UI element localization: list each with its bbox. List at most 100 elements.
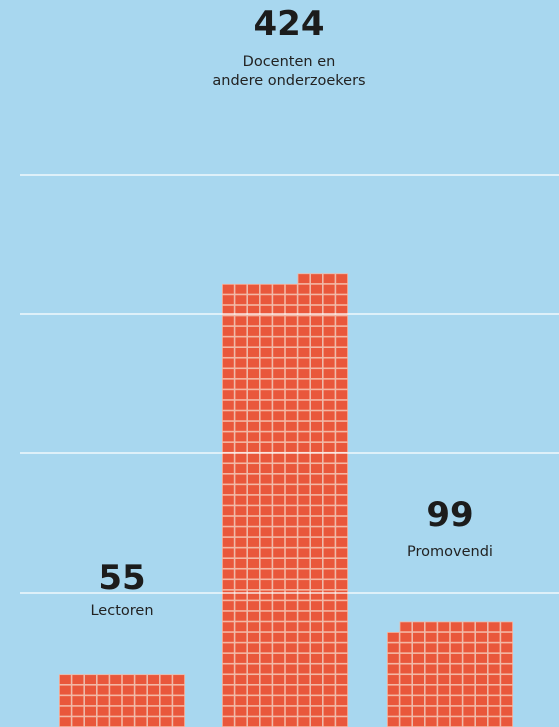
- waffle-cell: [298, 717, 310, 727]
- waffle-cell: [248, 358, 259, 368]
- waffle-cell: [285, 432, 297, 442]
- waffle-cell: [273, 474, 285, 484]
- waffle-cell: [387, 706, 399, 716]
- waffle-cell: [488, 717, 500, 727]
- waffle-cell: [59, 706, 71, 716]
- waffle-cell: [336, 527, 348, 537]
- waffle-cell: [235, 495, 247, 505]
- waffle-cell: [222, 316, 234, 326]
- waffle-cell: [501, 685, 513, 695]
- waffle-cell: [501, 622, 513, 632]
- waffle-cell: [235, 284, 247, 294]
- waffle-cell: [501, 643, 513, 653]
- waffle-cell: [285, 295, 297, 305]
- waffle-cell: [323, 305, 335, 315]
- waffle-cell: [298, 464, 310, 473]
- waffle-cell: [222, 516, 234, 526]
- waffle-cell: [311, 495, 322, 505]
- waffle-cell: [248, 379, 259, 389]
- waffle-cell: [235, 390, 247, 400]
- waffle-cell: [273, 527, 285, 537]
- waffle-cell: [425, 664, 437, 674]
- waffle-cell: [501, 706, 513, 716]
- waffle-cell: [260, 485, 272, 495]
- waffle-cell: [323, 485, 335, 495]
- waffle-cell: [463, 717, 475, 727]
- waffle-cell: [248, 326, 259, 336]
- waffle-cell: [413, 622, 424, 632]
- waffle-cell: [72, 706, 84, 716]
- waffle-cell: [285, 453, 297, 463]
- waffle-cell: [285, 284, 297, 294]
- waffle-cell: [273, 569, 285, 579]
- waffle-cell: [323, 495, 335, 505]
- waffle-cell: [323, 537, 335, 547]
- waffle-cell: [222, 622, 234, 632]
- waffle-cell: [285, 548, 297, 558]
- waffle-cell: [323, 622, 335, 632]
- waffle-cell: [260, 369, 272, 379]
- waffle-cell: [298, 527, 310, 537]
- waffle-cell: [260, 474, 272, 484]
- waffle-cell: [173, 717, 185, 727]
- waffle-cell: [248, 453, 259, 463]
- waffle-cell: [85, 685, 96, 695]
- waffle-cell: [298, 706, 310, 716]
- waffle-cell: [323, 284, 335, 294]
- waffle-cell: [160, 706, 172, 716]
- waffle-cell: [222, 611, 234, 621]
- waffle-cell: [260, 516, 272, 526]
- waffle-cell: [400, 696, 412, 706]
- waffle-cell: [450, 685, 462, 695]
- waffle-cell: [235, 548, 247, 558]
- waffle-cell: [311, 685, 322, 695]
- waffle-cell: [425, 706, 437, 716]
- waffle-cell: [413, 717, 424, 727]
- waffle-cell: [260, 548, 272, 558]
- waffle-cell: [248, 495, 259, 505]
- waffle-cell: [222, 643, 234, 653]
- waffle-cell: [273, 305, 285, 315]
- waffle-cell: [323, 326, 335, 336]
- waffle-cell: [323, 337, 335, 347]
- waffle-cell: [450, 675, 462, 684]
- waffle-cell: [336, 442, 348, 452]
- waffle-cell: [476, 696, 487, 706]
- waffle-cell: [222, 580, 234, 590]
- waffle-cell: [235, 653, 247, 663]
- waffle-cell: [273, 685, 285, 695]
- waffle-cell: [222, 305, 234, 315]
- waffle-cell: [311, 316, 322, 326]
- waffle-cell: [463, 706, 475, 716]
- waffle-cell: [235, 453, 247, 463]
- waffle-cell: [235, 611, 247, 621]
- waffle-cell: [273, 379, 285, 389]
- bars-layer: [59, 273, 513, 727]
- waffle-cell: [248, 622, 259, 632]
- waffle-cell: [311, 464, 322, 473]
- waffle-cell: [285, 495, 297, 505]
- waffle-cell: [323, 611, 335, 621]
- waffle-cell: [400, 685, 412, 695]
- waffle-cell: [323, 548, 335, 558]
- waffle-cell: [235, 685, 247, 695]
- waffle-cell: [311, 516, 322, 526]
- waffle-cell: [110, 675, 122, 684]
- waffle-cell: [336, 537, 348, 547]
- waffle-cell: [311, 379, 322, 389]
- waffle-cell: [260, 316, 272, 326]
- waffle-cell: [311, 400, 322, 410]
- waffle-cell: [135, 706, 147, 716]
- waffle-cell: [298, 685, 310, 695]
- waffle-cell: [336, 706, 348, 716]
- waffle-cell: [235, 358, 247, 368]
- waffle-cell: [336, 348, 348, 357]
- waffle-cell: [311, 390, 322, 400]
- waffle-cell: [336, 622, 348, 632]
- waffle-cell: [323, 400, 335, 410]
- waffle-cell: [248, 590, 259, 600]
- waffle-cell: [285, 400, 297, 410]
- waffle-cell: [222, 632, 234, 642]
- waffle-cell: [235, 717, 247, 727]
- waffle-cell: [160, 675, 172, 684]
